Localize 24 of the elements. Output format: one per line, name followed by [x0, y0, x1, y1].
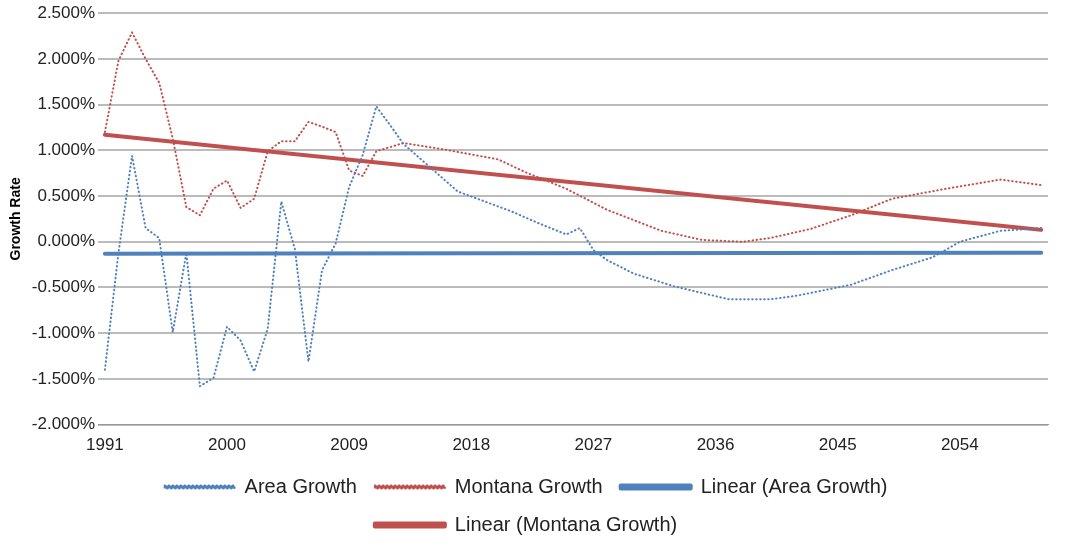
y-tick-label: -0.500% — [31, 277, 96, 297]
y-tick-label: 1.500% — [37, 94, 96, 114]
y-tick-label: -2.000% — [31, 414, 96, 434]
x-tick-label: 2045 — [818, 435, 857, 455]
x-tick-label: 2009 — [330, 435, 369, 455]
y-tick-label: 2.000% — [37, 48, 96, 68]
x-tick-label: 2000 — [208, 435, 246, 455]
y-tick-label: 0.500% — [37, 185, 96, 205]
legend-label: Linear (Montana Growth) — [454, 512, 678, 535]
y-tick-label: 1.000% — [37, 140, 96, 160]
y-tick-label: -1.500% — [31, 368, 96, 388]
y-axis-title: Growth Rate — [7, 177, 24, 261]
legend-label: Area Growth — [244, 474, 357, 497]
x-tick-label: 1991 — [85, 435, 124, 455]
line-series — [103, 105, 1043, 388]
x-tick-label: 2054 — [940, 435, 979, 455]
y-tick-label: 2.500% — [37, 2, 96, 22]
legend-label: Linear (Area Growth) — [700, 474, 888, 497]
x-tick-label: 2018 — [452, 435, 491, 455]
x-tick-label: 2036 — [696, 435, 735, 455]
y-tick-label: 0.000% — [37, 231, 96, 251]
legend-label: Montana Growth — [454, 474, 603, 497]
x-tick-label: 2027 — [574, 435, 613, 455]
y-tick-label: -1.000% — [31, 322, 96, 342]
